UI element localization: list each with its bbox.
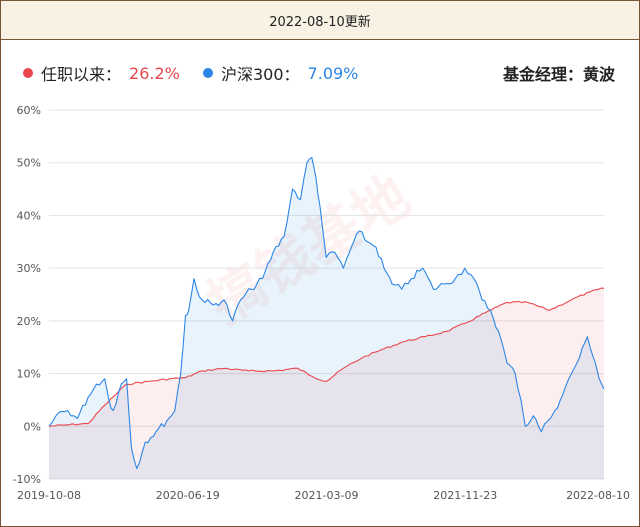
y-axis-ticks: -10% 0% 10% 20% 30% 40% 50% 60% [13, 104, 41, 486]
legend: 任职以来： 26.2% 沪深300： 7.09% 基金经理：黄波 [1, 57, 639, 87]
series-area-fund [49, 288, 604, 479]
update-header: 2022-08-10更新 [1, 1, 639, 40]
y-tick-label: -10% [13, 473, 41, 486]
x-tick-label: 2022-08-10 [566, 489, 630, 502]
x-tick-label: 2020-06-19 [156, 489, 220, 502]
y-tick-label: 20% [17, 315, 41, 328]
x-tick-label: 2021-11-23 [433, 489, 497, 502]
line-chart: 搞钱基地 -10%0%10%20%30%40%50%60% 2019-10-08… [13, 104, 630, 502]
fund-dot-icon [23, 68, 33, 78]
grid-lines [49, 109, 604, 480]
x-tick-label: 2019-10-08 [17, 489, 81, 502]
fund-label: 任职以来： [41, 65, 122, 84]
series-layer [48, 156, 605, 479]
series-area-index [49, 157, 604, 479]
y-tick-label: 50% [17, 157, 41, 170]
fund-return-value: 26.2% [129, 63, 180, 83]
index-dot-icon [203, 68, 213, 78]
y-tick-label: 30% [17, 262, 41, 275]
update-date-text: 2022-08-10更新 [269, 14, 371, 30]
y-tick-label: 60% [17, 104, 41, 117]
series-line-fund [48, 287, 605, 427]
x-axis-ticks: 2019-10-08 2020-06-19 2021-03-09 2021-11-23… [17, 489, 630, 502]
series-line-index [48, 156, 605, 470]
y-tick-label: 10% [17, 368, 41, 381]
legend-item-index[interactable]: 沪深300： 7.09% [203, 61, 358, 85]
y-tick-label: 0% [24, 420, 41, 433]
fund-manager-label: 基金经理：黄波 [502, 65, 615, 84]
index-label: 沪深300： [221, 65, 300, 84]
legend-item-fund[interactable]: 任职以来： 26.2% [23, 61, 180, 85]
index-return-value: 7.09% [307, 63, 359, 83]
x-tick-label: 2021-03-09 [295, 489, 359, 502]
y-tick-label: 40% [17, 209, 41, 222]
